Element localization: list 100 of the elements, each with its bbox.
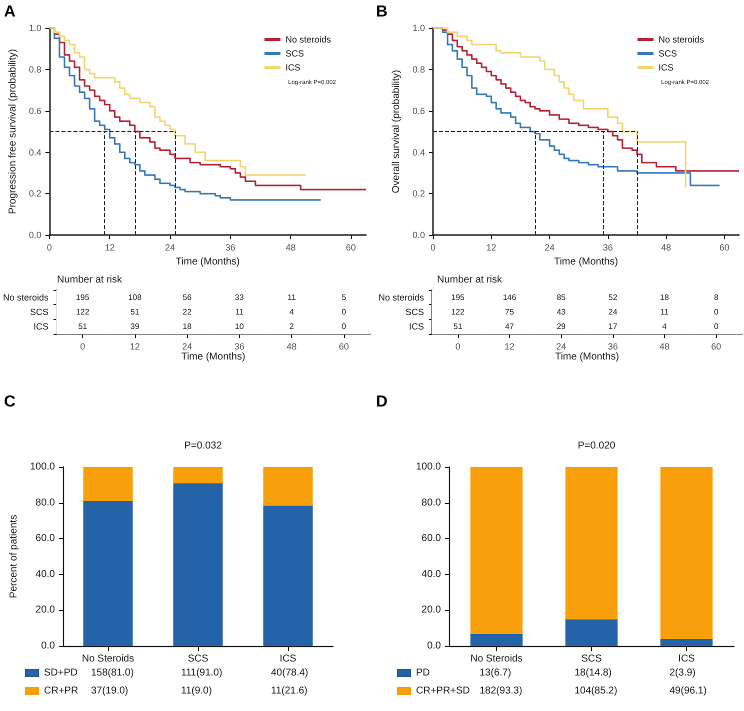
y-tick-label: 1.0 — [412, 23, 425, 33]
x-tick-label: 0 — [455, 342, 460, 352]
x-tick-label: 48 — [286, 242, 296, 253]
x-axis-title: Time (Months) — [554, 351, 620, 362]
x-tick-label: 36 — [234, 342, 244, 352]
y-tick-label: 0.4 — [28, 147, 42, 158]
y-tick-label: 60.0 — [36, 533, 56, 544]
data-label: 11 — [235, 308, 244, 316]
bar — [470, 634, 523, 646]
x-tick-label: No Steroids — [470, 654, 523, 664]
data-label: 0 — [714, 308, 719, 316]
y-tick-label: SCS — [30, 307, 49, 317]
bar — [83, 467, 133, 502]
y-tick-label: 0.6 — [28, 106, 42, 116]
legend-label: ICS — [658, 62, 674, 72]
y-tick-label: ICS — [408, 322, 424, 332]
bar — [660, 639, 713, 646]
bar — [173, 467, 223, 484]
y-tick-label: 60.0 — [422, 533, 442, 544]
x-tick-label: 0 — [430, 242, 436, 253]
data-label: 8 — [714, 292, 719, 302]
x-tick-label: ICS — [280, 654, 297, 664]
text: B — [376, 4, 388, 20]
chart-title: P=0.032 — [184, 440, 222, 452]
data-label: 43 — [556, 308, 566, 316]
y-tick-label: 0.6 — [412, 106, 425, 116]
x-tick-label: 36 — [225, 242, 236, 253]
y-tick-label: 80.0 — [36, 497, 56, 508]
x-tick-label: 12 — [486, 242, 496, 253]
y-tick-label: 0.8 — [28, 64, 42, 74]
x-tick-label: 48 — [659, 342, 670, 352]
legend-label: ICS — [285, 62, 300, 72]
x-tick-label: 60 — [719, 242, 730, 253]
chart-title: P=0.020 — [578, 440, 616, 452]
x-tick-label: ICS — [678, 654, 696, 664]
x-tick-label: SCS — [581, 654, 602, 664]
x-tick-label: 12 — [104, 242, 115, 253]
legend-label: PD — [416, 668, 430, 678]
data-label: 37(19.0) — [91, 686, 128, 696]
data-label: 111(91.0) — [181, 668, 222, 678]
data-label: 85 — [556, 292, 566, 302]
data-label: 195 — [76, 292, 90, 302]
data-label: 52 — [608, 292, 618, 302]
x-tick-label: 0 — [46, 242, 52, 253]
data-label: 195 — [451, 292, 466, 302]
x-tick-label: 60 — [338, 342, 349, 352]
y-tick-label: 0.2 — [28, 188, 42, 199]
y-axis-title: Progression free survival (probability) — [8, 49, 18, 214]
data-label: 51 — [453, 322, 463, 332]
x-tick-label: 12 — [504, 342, 515, 352]
x-tick-label: 48 — [286, 342, 297, 352]
legend-label: CR+PR+SD — [416, 686, 470, 696]
legend-label: SD+PD — [44, 668, 78, 678]
data-label: 51 — [130, 308, 140, 316]
x-tick-label: 36 — [608, 342, 618, 352]
data-label: 122 — [76, 308, 90, 316]
legend-label: SCS — [658, 48, 677, 58]
data-label: 11(9.0) — [181, 686, 212, 696]
bar — [263, 506, 313, 646]
y-tick-label: 40.0 — [36, 568, 56, 580]
x-tick-label: 48 — [661, 242, 672, 253]
y-tick-label: ICS — [34, 322, 49, 332]
data-label: 4 — [289, 308, 294, 316]
x-tick-label: 24 — [182, 342, 192, 352]
data-label: 11 — [660, 308, 670, 316]
legend-label: No steroids — [658, 34, 704, 44]
data-label: 0 — [342, 308, 347, 316]
bar — [565, 620, 618, 646]
bar — [263, 467, 313, 506]
x-tick-label: 60 — [346, 242, 356, 253]
y-tick-label: 0.4 — [412, 147, 425, 158]
text: C — [4, 394, 16, 410]
x-axis-title: Time (Months) — [176, 256, 240, 268]
y-tick-label: No steroids — [2, 292, 50, 302]
y-tick-label: 0.0 — [28, 230, 42, 240]
y-tick-label: 0.2 — [412, 188, 425, 199]
data-label: 104(85.2) — [574, 686, 618, 696]
x-tick-label: 36 — [602, 242, 613, 253]
x-tick-label: 24 — [556, 342, 566, 352]
data-label: 29 — [556, 322, 566, 332]
y-tick-label: 40.0 — [422, 568, 442, 580]
y-tick-label: 0.0 — [412, 230, 425, 240]
data-label: 22 — [182, 308, 192, 316]
y-axis-title: Overall survival (probability) — [391, 70, 402, 194]
data-label: 47 — [505, 322, 514, 332]
data-label: 2 — [289, 322, 294, 332]
y-tick-label: 1.0 — [28, 23, 42, 33]
bar — [565, 467, 618, 620]
data-label: 0 — [342, 322, 347, 332]
data-label: 33 — [234, 292, 244, 302]
y-tick-label: SCS — [405, 307, 424, 317]
legend-label: SCS — [285, 48, 304, 58]
data-label: 13(6.7) — [480, 668, 512, 678]
chart-title: Number at risk — [57, 274, 124, 286]
data-label: 24 — [608, 308, 618, 316]
data-label: 122 — [451, 308, 466, 316]
bar — [83, 501, 133, 646]
data-label: 18(14.8) — [574, 668, 612, 678]
data-label: 51 — [78, 322, 88, 332]
data-label: 17 — [608, 322, 618, 332]
